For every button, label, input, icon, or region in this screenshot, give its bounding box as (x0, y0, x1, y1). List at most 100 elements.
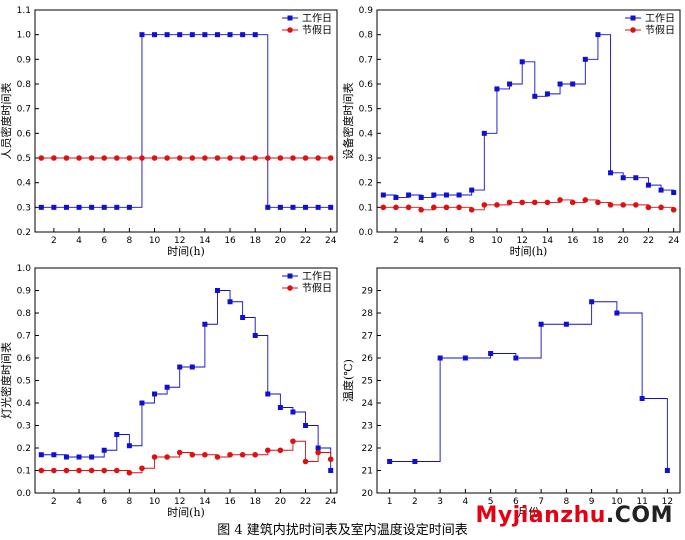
data-point-circle (277, 447, 284, 454)
data-point-square (139, 32, 145, 38)
data-point-circle (290, 438, 296, 445)
legend-entry: 节假日 (302, 24, 332, 37)
y-tick-label: 0.1 (17, 467, 31, 477)
data-point-circle (76, 155, 82, 161)
data-point-square (177, 32, 183, 38)
data-point-square (595, 32, 601, 38)
data-point-circle (126, 155, 133, 161)
chart-panel-1: 2 4 6 8 10 12 14 16 18 20 22 240.20.30.40.50.60.70.… (0, 6, 338, 258)
x-tick-label: 16 (224, 497, 236, 507)
data-point-square (240, 315, 246, 320)
data-point-circle (264, 447, 271, 454)
y-tick-label: 0.4 (17, 399, 32, 409)
data-point-square (202, 321, 208, 327)
x-tick-label: 8 (469, 236, 475, 246)
x-tick-label: 24 (325, 497, 337, 507)
data-point-square (177, 364, 183, 370)
x-tick-label: 10 (149, 497, 161, 507)
y-tick-label: 0.1 (359, 203, 373, 213)
site-watermark: Myjianzhu.COM (475, 503, 673, 528)
y-tick-label: 20 (362, 489, 374, 499)
legend-swatch-marker (287, 15, 293, 21)
data-point-circle (38, 467, 45, 474)
data-point-circle (151, 454, 158, 460)
legend-entry: 节假日 (302, 282, 332, 295)
data-point-circle (176, 155, 183, 161)
y-axis-label: 人员密度时间表 (0, 83, 13, 160)
legend-entry: 节假日 (645, 24, 675, 37)
y-tick-label: 0.4 (17, 179, 32, 189)
y-axis-label: 设备密度时间表 (341, 83, 355, 160)
data-point-circle (38, 155, 45, 161)
x-tick-label: 9 (589, 497, 595, 507)
data-point-square (126, 443, 132, 449)
data-point-circle (176, 449, 183, 456)
data-point-circle (443, 204, 450, 211)
data-point-circle (113, 467, 120, 474)
data-point-square (380, 192, 386, 198)
data-point-square (507, 81, 513, 87)
data-point-square (89, 204, 95, 210)
chart-panel-4: 1 2 3 4 5 6 7 8 9 10 11 1220212223242526272829月份温度(… (341, 267, 681, 519)
data-point-square (406, 192, 412, 198)
x-tick-label: 2 (51, 497, 57, 507)
data-point-square (387, 459, 393, 464)
x-tick-label: 4 (76, 497, 82, 507)
data-point-square (519, 59, 525, 65)
data-point-square (620, 175, 626, 181)
data-point-circle (139, 155, 145, 161)
y-tick-label: 0.8 (17, 309, 32, 319)
data-point-square (513, 355, 519, 361)
data-point-circle (214, 454, 221, 460)
x-tick-label: 12 (516, 236, 527, 246)
data-point-square (76, 204, 82, 210)
data-point-square (252, 32, 258, 38)
data-point-square (437, 355, 443, 361)
data-point-square (443, 192, 449, 198)
data-point-square (557, 81, 563, 87)
x-tick-label: 4 (418, 236, 424, 246)
x-tick-label: 22 (300, 236, 311, 246)
y-tick-label: 0.2 (17, 444, 31, 454)
data-point-square (658, 187, 664, 193)
data-point-square (227, 299, 233, 305)
data-point-circle (418, 207, 424, 213)
data-point-square (456, 192, 462, 198)
data-point-square (494, 86, 500, 92)
data-point-circle (532, 199, 538, 206)
data-point-circle (595, 199, 601, 206)
x-tick-label: 6 (513, 497, 519, 507)
y-tick-label: 1.0 (17, 31, 32, 41)
data-point-square (589, 299, 595, 305)
y-tick-label: 0.6 (17, 129, 32, 139)
data-point-circle (569, 199, 576, 206)
y-tick-label: 21 (362, 467, 373, 477)
legend-swatch-marker (287, 273, 293, 279)
x-tick-label: 2 (393, 236, 399, 246)
data-point-circle (101, 467, 108, 474)
data-point-square (290, 204, 296, 210)
x-tick-label: 12 (662, 497, 673, 507)
data-point-circle (645, 204, 652, 211)
data-point-circle (227, 451, 233, 458)
data-point-circle (302, 155, 309, 161)
x-tick-label: 8 (564, 497, 570, 507)
x-tick-label: 2 (51, 236, 57, 246)
data-point-circle (405, 204, 412, 211)
data-point-square (570, 81, 576, 87)
data-point-square (152, 391, 158, 397)
data-point-square (277, 204, 283, 210)
x-tick-label: 18 (249, 236, 261, 246)
x-axis-label: 时间(h) (510, 245, 548, 258)
y-tick-label: 29 (362, 287, 374, 297)
y-tick-label: 1.0 (17, 264, 32, 274)
data-point-square (214, 32, 220, 38)
data-point-circle (277, 155, 284, 161)
data-point-circle (607, 202, 614, 208)
legend-swatch-marker (287, 27, 293, 33)
x-tick-label: 6 (101, 236, 107, 246)
data-point-circle (494, 202, 500, 208)
data-point-circle (456, 204, 462, 211)
data-point-square (544, 91, 550, 97)
